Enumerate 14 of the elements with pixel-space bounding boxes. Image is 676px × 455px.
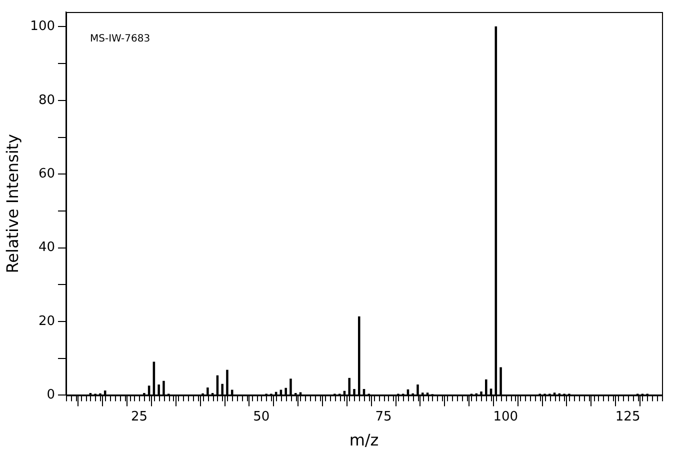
- y-tick-label: 80: [38, 92, 56, 108]
- y-tick-label: 0: [46, 388, 56, 403]
- y-tick-label: 20: [38, 314, 56, 329]
- x-axis-title: m/z: [349, 430, 379, 450]
- x-tick-label: 100: [493, 409, 518, 424]
- x-tick-label: 125: [615, 409, 640, 424]
- x-tick-label: 75: [375, 409, 392, 424]
- y-tick-label: 60: [38, 166, 56, 182]
- x-tick-label: 50: [253, 409, 270, 424]
- y-axis-title: Relative Intensity: [2, 134, 22, 274]
- annotation: MS-IW-7683: [90, 34, 150, 45]
- x-tick-label: 25: [131, 409, 148, 424]
- y-tick-label: 100: [30, 19, 56, 34]
- y-tick-label: 40: [38, 240, 56, 256]
